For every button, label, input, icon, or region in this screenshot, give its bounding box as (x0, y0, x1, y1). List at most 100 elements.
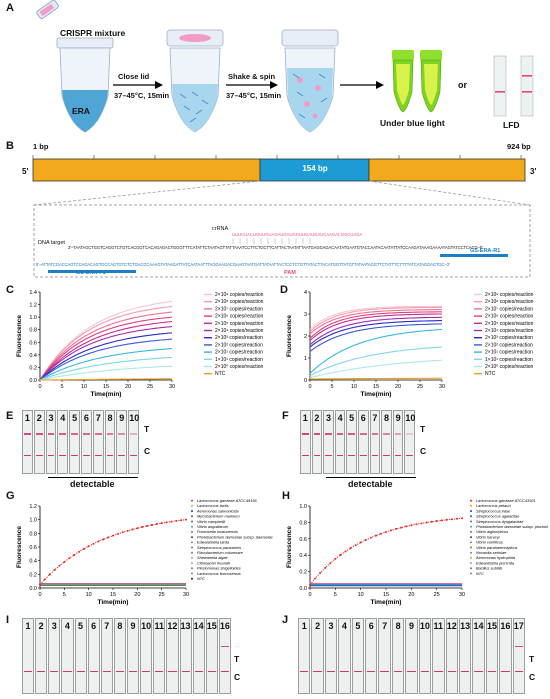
start-bp: 1 bp (33, 142, 49, 151)
f-control-label: C (420, 446, 427, 456)
control-line (142, 670, 151, 673)
f-test-label: T (420, 424, 426, 434)
legend-entry: 2×10⁹ copies/reaction (485, 292, 534, 298)
legend-entry: 2×10³ copies/reaction (215, 335, 263, 341)
legend-entry: 2×10⁴ copies/reaction (485, 328, 534, 334)
strip-number: 6 (83, 413, 89, 423)
x-tick-label: 10 (358, 592, 364, 598)
x-tick-label: 5 (60, 384, 63, 390)
y-tick-label: 0.0 (29, 586, 37, 592)
positive-point (445, 518, 448, 521)
legend-entry: Edwardsiella tarda (197, 540, 230, 545)
series-line-9 (39, 348, 173, 381)
positive-point (319, 571, 322, 574)
strip-number: 5 (349, 413, 355, 423)
strip-number: 7 (372, 413, 378, 423)
legend-swatch (470, 499, 472, 502)
lfd-strip: 7 (378, 618, 391, 694)
legend-swatch (191, 572, 193, 575)
lfd-strips-i: 1 2 3 4 5 6 7 8 9 10 11 12 13 14 15 16 (22, 618, 232, 694)
positive-point (455, 517, 458, 520)
lfd-strip: 6 (365, 618, 378, 694)
y-tick-label: 0.6 (299, 537, 307, 543)
legend-entry: 2×10⁵ copies/reaction (485, 321, 534, 327)
y-tick-label: 1.0 (29, 518, 37, 524)
legend-entry: Vibrio alginolyticus (476, 529, 508, 534)
y-tick-label: 0.2 (299, 570, 307, 576)
test-line (383, 433, 390, 435)
e-control-label: C (144, 446, 151, 456)
control-line (129, 670, 138, 673)
x-tick-label: 10 (81, 384, 87, 390)
y-tick-label: 1.4 (29, 290, 37, 296)
lfd-strip: 12 (445, 618, 458, 694)
legend-swatch (470, 556, 472, 559)
positive-point (48, 573, 51, 576)
y-tick-label: 1.0 (29, 315, 37, 321)
legend-entry: 2×10⁶ copies/reaction (485, 314, 534, 320)
positive-point (339, 554, 342, 557)
control-line (37, 670, 46, 673)
legend-swatch (191, 525, 193, 528)
control-line (50, 670, 59, 673)
legend-swatch (191, 541, 193, 544)
x-tick-label: 20 (134, 592, 140, 598)
control-line (348, 454, 355, 456)
primer-r1-label: GS-ERA-R1 (470, 248, 501, 254)
lfd-strip: 10 (404, 410, 415, 474)
positive-point (131, 528, 134, 531)
legend-entry: Aeromonas hydrophila (475, 555, 516, 560)
positive-point (425, 521, 428, 524)
three-prime: 3' (530, 167, 537, 176)
positive-point (121, 531, 124, 534)
y-axis-label: Fluorescence (286, 526, 293, 568)
lfd-strip: 11 (153, 618, 166, 694)
legend-entry: Photobacterium damselae subsp. piscicida (476, 524, 548, 529)
positive-point (175, 519, 178, 522)
lfd-strip: 4 (61, 618, 74, 694)
legend-entry: NTC (485, 371, 496, 377)
positive-point (53, 568, 56, 571)
strip-number: 16 (500, 621, 511, 631)
legend-entry: Nocardia seriolae (476, 550, 507, 555)
five-prime: 5' (22, 167, 29, 176)
positive-point (107, 536, 110, 539)
positive-point (329, 562, 332, 565)
legend-swatch (470, 562, 472, 565)
lfd-strip: 5 (74, 618, 87, 694)
legend-entry: Lactococcus garvieae ATCC49156 (197, 498, 258, 503)
legend-entry: 2×10⁴ copies/reaction (215, 328, 264, 334)
strip-number: 7 (382, 621, 388, 631)
legend-entry: Vibrio campbellii (197, 519, 225, 524)
lfd-strip: 3 (48, 618, 61, 694)
lfd-strips-e: 1 2 3 4 5 6 7 8 9 10 (22, 410, 140, 474)
legend-entry: 2×10⁷ copies/reaction (485, 306, 533, 312)
strip-number: 14 (473, 621, 484, 631)
lfd-strip: 4 (57, 410, 69, 474)
strip-number: 6 (368, 621, 374, 631)
lfd-strips-f: 1 2 3 4 5 6 7 8 9 10 (300, 410, 416, 474)
series-line-8 (39, 338, 173, 381)
positive-point (150, 523, 153, 526)
test-line (94, 433, 102, 435)
legend-swatch (191, 567, 193, 570)
y-axis-label: Fluorescence (16, 526, 23, 568)
lfd-strip: 10 (128, 410, 139, 474)
positive-point (102, 538, 105, 541)
test-line (348, 433, 355, 435)
positive-point (185, 518, 187, 521)
x-tick-label: 30 (183, 592, 189, 598)
lfd-strip: 15 (205, 618, 218, 694)
positive-point (160, 522, 163, 525)
x-axis-label: Time(min) (361, 391, 392, 398)
mixed-tube (281, 29, 339, 133)
test-line (302, 433, 309, 435)
positive-point (314, 577, 317, 580)
control-line (420, 670, 430, 673)
strip-number: 10 (405, 413, 416, 423)
legend-entry: 2×10⁶ copies/reaction (215, 314, 264, 320)
control-line (487, 670, 497, 673)
strip-number: 9 (395, 413, 401, 423)
chart-d: 0 5 10 15 20 25 30 0 1 2 3 4 Time(min) Fluorescence 2×… (286, 290, 534, 398)
lfd-strip: 8 (381, 410, 392, 474)
